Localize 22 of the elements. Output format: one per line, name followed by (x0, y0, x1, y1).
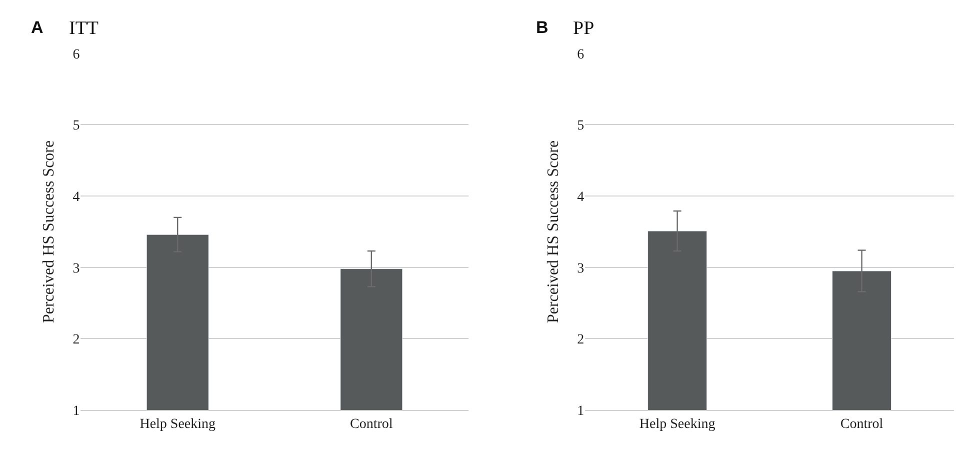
x-tick-label: Control (350, 416, 393, 432)
text: A (31, 18, 44, 37)
chart-title: PP (573, 18, 594, 39)
y-tick-label: 2 (72, 332, 80, 348)
y-tick-label: 5 (72, 118, 80, 134)
text: B (536, 18, 548, 37)
y-tick-label: 3 (72, 261, 80, 276)
y-tick-label: 6 (72, 47, 80, 62)
y-axis-title: Perceived HS Success Score (544, 140, 562, 324)
y-tick-label: 2 (577, 332, 584, 348)
x-tick-label: Control (840, 416, 884, 432)
y-axis-title: Perceived HS Success Score (40, 140, 58, 324)
chart-title: ITT (69, 18, 99, 39)
y-tick-label: 1 (72, 404, 80, 419)
y-tick-label: 3 (577, 261, 584, 276)
x-tick-label: Help Seeking (639, 416, 716, 432)
y-tick-label: 6 (577, 47, 584, 62)
x-tick-label: Help Seeking (140, 416, 216, 432)
y-tick-label: 4 (577, 190, 584, 205)
y-tick-label: 5 (577, 118, 584, 134)
y-tick-label: 1 (577, 404, 584, 419)
y-tick-label: 4 (72, 190, 80, 205)
